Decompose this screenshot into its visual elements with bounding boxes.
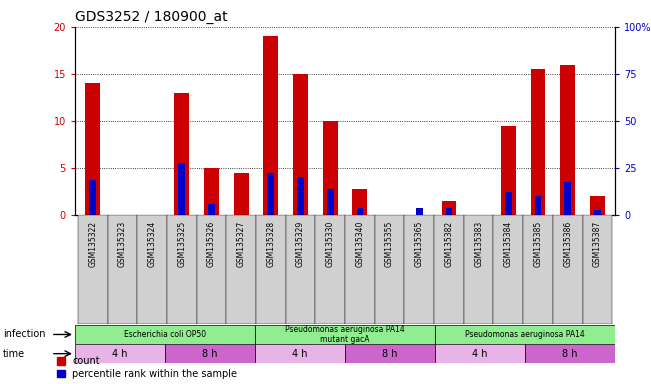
Bar <box>75 325 255 344</box>
Bar <box>525 344 615 363</box>
Text: GSM135387: GSM135387 <box>593 220 602 267</box>
Bar <box>435 325 615 344</box>
Bar <box>352 189 367 215</box>
Bar <box>208 204 215 215</box>
Bar <box>256 215 286 324</box>
Text: GSM135384: GSM135384 <box>504 220 513 267</box>
Text: GSM135328: GSM135328 <box>266 220 275 266</box>
Text: GDS3252 / 180900_at: GDS3252 / 180900_at <box>75 10 227 23</box>
Bar <box>534 196 542 215</box>
Text: 8 h: 8 h <box>382 349 398 359</box>
Text: 4 h: 4 h <box>473 349 488 359</box>
Bar <box>197 215 227 324</box>
Bar <box>174 93 189 215</box>
Bar <box>505 192 512 215</box>
Bar <box>315 215 345 324</box>
Bar <box>255 325 435 344</box>
Text: Pseudomonas aeruginosa PA14: Pseudomonas aeruginosa PA14 <box>465 330 585 339</box>
Text: GSM135329: GSM135329 <box>296 220 305 267</box>
Text: GSM135365: GSM135365 <box>415 220 424 267</box>
Text: GSM135355: GSM135355 <box>385 220 394 267</box>
Bar <box>583 215 612 324</box>
Text: GSM135340: GSM135340 <box>355 220 365 267</box>
Bar <box>327 189 333 215</box>
Text: 8 h: 8 h <box>562 349 578 359</box>
Bar <box>464 215 493 324</box>
Bar <box>445 207 452 215</box>
Bar <box>227 215 256 324</box>
Bar <box>553 215 583 324</box>
Text: Pseudomonas aeruginosa PA14
mutant gacA: Pseudomonas aeruginosa PA14 mutant gacA <box>285 325 405 344</box>
Text: GSM135327: GSM135327 <box>236 220 245 267</box>
Text: Escherichia coli OP50: Escherichia coli OP50 <box>124 330 206 339</box>
Bar <box>286 215 315 324</box>
Text: GSM135323: GSM135323 <box>118 220 127 267</box>
Bar <box>434 215 464 324</box>
Bar <box>416 207 422 215</box>
Bar <box>493 215 523 324</box>
Bar <box>523 215 553 324</box>
Text: GSM135326: GSM135326 <box>207 220 216 267</box>
Bar <box>255 344 345 363</box>
Bar <box>293 74 308 215</box>
Text: GSM135330: GSM135330 <box>326 220 335 267</box>
Bar <box>323 121 338 215</box>
Bar <box>501 126 516 215</box>
Bar <box>531 69 546 215</box>
Text: 4 h: 4 h <box>112 349 128 359</box>
Bar <box>435 344 525 363</box>
Bar <box>590 196 605 215</box>
Bar <box>297 177 304 215</box>
Bar <box>564 182 571 215</box>
Bar <box>404 215 434 324</box>
Bar <box>75 344 165 363</box>
Bar <box>85 83 100 215</box>
Bar <box>165 344 255 363</box>
Bar <box>178 163 185 215</box>
Bar <box>375 215 404 324</box>
Text: GSM135324: GSM135324 <box>148 220 156 267</box>
Text: 8 h: 8 h <box>202 349 217 359</box>
Legend: count, percentile rank within the sample: count, percentile rank within the sample <box>57 356 238 379</box>
Bar <box>137 215 167 324</box>
Bar <box>167 215 197 324</box>
Bar <box>107 215 137 324</box>
Text: GSM135382: GSM135382 <box>445 220 454 266</box>
Text: infection: infection <box>3 329 46 339</box>
Bar <box>204 168 219 215</box>
Text: 4 h: 4 h <box>292 349 308 359</box>
Bar <box>441 201 456 215</box>
Bar <box>264 36 278 215</box>
Text: GSM135325: GSM135325 <box>177 220 186 267</box>
Bar <box>345 215 375 324</box>
Text: time: time <box>3 349 25 359</box>
Bar <box>345 344 435 363</box>
Text: GSM135383: GSM135383 <box>474 220 483 267</box>
Bar <box>561 65 575 215</box>
Text: GSM135386: GSM135386 <box>563 220 572 267</box>
Text: GSM135385: GSM135385 <box>534 220 542 267</box>
Bar <box>78 215 107 324</box>
Bar <box>268 173 274 215</box>
Text: GSM135322: GSM135322 <box>88 220 97 266</box>
Bar <box>89 180 96 215</box>
Bar <box>594 210 601 215</box>
Bar <box>234 173 249 215</box>
Bar <box>357 207 363 215</box>
